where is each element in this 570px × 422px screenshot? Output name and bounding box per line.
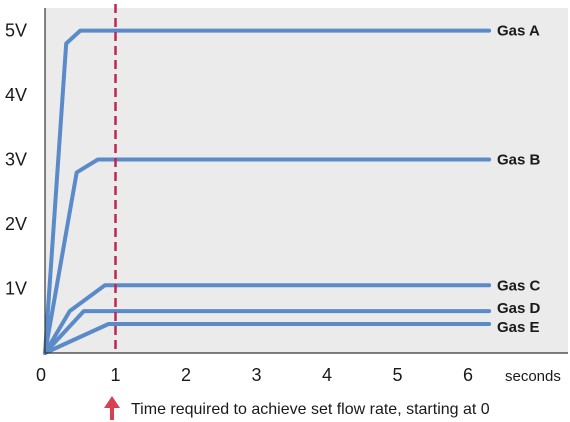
series-line-gas-e xyxy=(43,322,492,355)
series-line-gas-c xyxy=(43,283,492,355)
series-line-gas-a xyxy=(43,28,492,355)
series-line-gas-b xyxy=(43,157,492,355)
series-label-gas-e: Gas E xyxy=(497,319,540,336)
series-layer xyxy=(43,28,492,355)
y-tick-label: 3V xyxy=(5,150,27,170)
series-line-gas-d xyxy=(43,309,492,355)
y-tick-labels: 1V 2V 3V 4V 5V xyxy=(5,21,27,299)
arrow-stem xyxy=(110,407,114,420)
x-tick-label: 3 xyxy=(251,365,261,385)
y-tick-label: 5V xyxy=(5,21,27,41)
y-tick-label: 2V xyxy=(5,214,27,234)
series-labels: Gas A Gas B Gas C Gas D Gas E xyxy=(497,23,541,336)
x-tick-label: 0 xyxy=(36,365,46,385)
x-tick-labels: 0 1 2 3 4 5 6 xyxy=(36,365,473,385)
series-label-gas-c: Gas C xyxy=(497,277,541,294)
series-label-gas-d: Gas D xyxy=(497,300,541,317)
series-label-gas-b: Gas B xyxy=(497,152,541,169)
annotation-text: Time required to achieve set flow rate, … xyxy=(131,401,490,418)
y-tick-label: 1V xyxy=(5,279,27,299)
x-tick-label: 6 xyxy=(463,365,473,385)
plot-background xyxy=(45,8,568,353)
x-tick-label: 2 xyxy=(181,365,191,385)
arrow-up-icon xyxy=(104,396,120,408)
x-tick-label: 1 xyxy=(110,365,120,385)
x-axis-unit-label: seconds xyxy=(505,368,561,385)
series-label-gas-a: Gas A xyxy=(497,23,540,40)
x-tick-label: 4 xyxy=(322,365,332,385)
y-tick-label: 4V xyxy=(5,85,27,105)
x-tick-label: 5 xyxy=(392,365,402,385)
